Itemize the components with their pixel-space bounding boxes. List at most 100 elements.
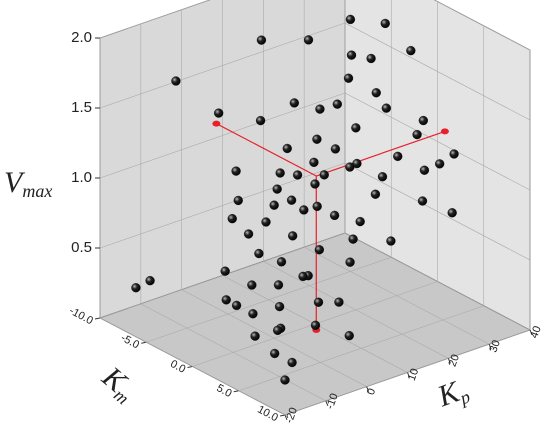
point: [261, 217, 271, 227]
y-tick-label: -10: [324, 392, 341, 411]
tick-mark: [94, 317, 101, 320]
proj-right: [440, 128, 449, 135]
point: [131, 283, 141, 293]
point: [343, 73, 354, 83]
point: [292, 170, 303, 180]
y-tick-label: 30: [487, 339, 502, 355]
tick-mark: [407, 372, 410, 378]
point: [248, 309, 258, 319]
point: [310, 320, 321, 330]
point: [256, 35, 267, 45]
point: [334, 297, 344, 307]
grid-line: [344, 92, 531, 191]
point: [355, 216, 365, 227]
point: [346, 50, 357, 60]
point: [344, 330, 354, 341]
tick-mark: [488, 343, 492, 350]
z-tick-label: 2.0: [71, 29, 92, 46]
point: [412, 129, 422, 140]
point: [247, 280, 257, 290]
point: [381, 103, 391, 113]
point: [345, 257, 355, 267]
point: [286, 195, 297, 205]
point: [280, 375, 290, 385]
grid-line: [140, 303, 326, 402]
point: [330, 144, 341, 154]
point: [370, 189, 381, 199]
point: [366, 53, 376, 64]
point: [288, 231, 298, 241]
y-axis-label: Kp: [433, 372, 473, 415]
tick-mark: [325, 400, 329, 407]
x-axis-label: Km: [94, 360, 143, 409]
z-axis-label: Vmax: [4, 166, 52, 201]
point: [417, 196, 428, 206]
y-tick-label: 0: [365, 387, 378, 397]
point: [351, 123, 361, 133]
tick-mark: [366, 386, 370, 392]
point: [221, 295, 231, 305]
point: [329, 210, 340, 221]
point: [447, 208, 457, 218]
point: [276, 257, 287, 267]
tick-mark: [233, 390, 239, 393]
point: [313, 297, 324, 307]
tick-mark: [279, 414, 286, 417]
point: [309, 157, 319, 167]
point: [380, 18, 390, 29]
z-tick-label: 1.0: [71, 169, 92, 186]
proj-left: [212, 120, 221, 127]
point: [254, 248, 264, 259]
point: [243, 229, 254, 239]
point: [419, 165, 430, 175]
grid-line: [344, 22, 531, 121]
z-tick-label: 1.5: [71, 99, 92, 116]
tick-mark: [529, 329, 533, 336]
y-tick-label: 10: [406, 367, 421, 383]
grid-line: [99, 0, 211, 39]
point: [406, 45, 416, 56]
point: [299, 205, 309, 215]
point: [312, 134, 322, 144]
point: [274, 301, 285, 312]
point: [145, 276, 155, 286]
point: [273, 325, 283, 336]
grid-line: [99, 162, 346, 249]
projection-line: [216, 123, 317, 177]
point: [270, 348, 280, 359]
point: [287, 357, 297, 368]
tick-mark: [187, 366, 193, 368]
point: [435, 159, 445, 169]
point: [220, 266, 230, 276]
x-tick-label: -10.0: [67, 305, 95, 327]
point: [348, 234, 358, 244]
point: [231, 300, 242, 311]
point: [269, 200, 279, 210]
point: [303, 35, 314, 45]
point: [332, 99, 342, 109]
point: [231, 166, 241, 176]
y-tick-label: -20: [283, 406, 300, 425]
grid-line: [344, 232, 531, 331]
grid-line: [263, 261, 449, 359]
z-axis-label-sub: max: [22, 181, 52, 201]
point: [315, 104, 325, 114]
y-tick-label: 20: [447, 353, 462, 369]
point: [227, 213, 237, 224]
point: [272, 184, 282, 194]
point: [377, 172, 388, 182]
point: [418, 115, 428, 126]
projection-line: [316, 130, 446, 177]
tick-mark: [141, 341, 147, 344]
z-tick-label: 0.5: [71, 239, 92, 256]
grid-line: [99, 22, 346, 109]
point: [314, 245, 324, 255]
point: [345, 14, 356, 25]
tick-mark: [284, 414, 288, 421]
point: [233, 195, 243, 206]
point: [319, 170, 329, 180]
grid-line: [99, 92, 346, 179]
point: [255, 115, 266, 126]
